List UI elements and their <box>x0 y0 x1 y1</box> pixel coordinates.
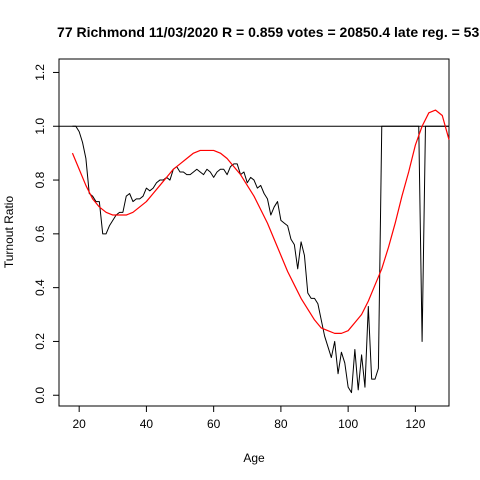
y-tick-label: 1.2 <box>33 64 47 81</box>
y-axis-label: Turnout Ratio <box>2 196 16 269</box>
turnout-ratio-line <box>72 125 449 394</box>
chart-title: 77 Richmond 11/03/2020 R = 0.859 votes =… <box>57 24 480 40</box>
plot-frame <box>58 58 450 407</box>
fitted-curve-line <box>71 109 450 334</box>
series-layer <box>71 109 450 394</box>
y-tick-label: 0.4 <box>33 279 47 296</box>
y-tick-label: 1.0 <box>33 118 47 135</box>
x-axis-label: Age <box>243 451 265 465</box>
x-tick-label: 40 <box>140 417 154 431</box>
y-axis: 0.0 0.2 0.4 0.6 0.8 1.0 1.2 <box>33 64 59 404</box>
x-tick-label: 60 <box>207 417 221 431</box>
y-tick-label: 0.2 <box>33 333 47 350</box>
y-tick-label: 0.0 <box>33 387 47 404</box>
x-tick-label: 120 <box>405 417 425 431</box>
y-tick-label: 0.8 <box>33 171 47 188</box>
x-axis: 20 40 60 80 100 120 <box>72 406 426 431</box>
x-tick-label: 100 <box>338 417 358 431</box>
y-tick-label: 0.6 <box>33 225 47 242</box>
x-tick-label: 80 <box>274 417 288 431</box>
x-tick-label: 20 <box>72 417 86 431</box>
